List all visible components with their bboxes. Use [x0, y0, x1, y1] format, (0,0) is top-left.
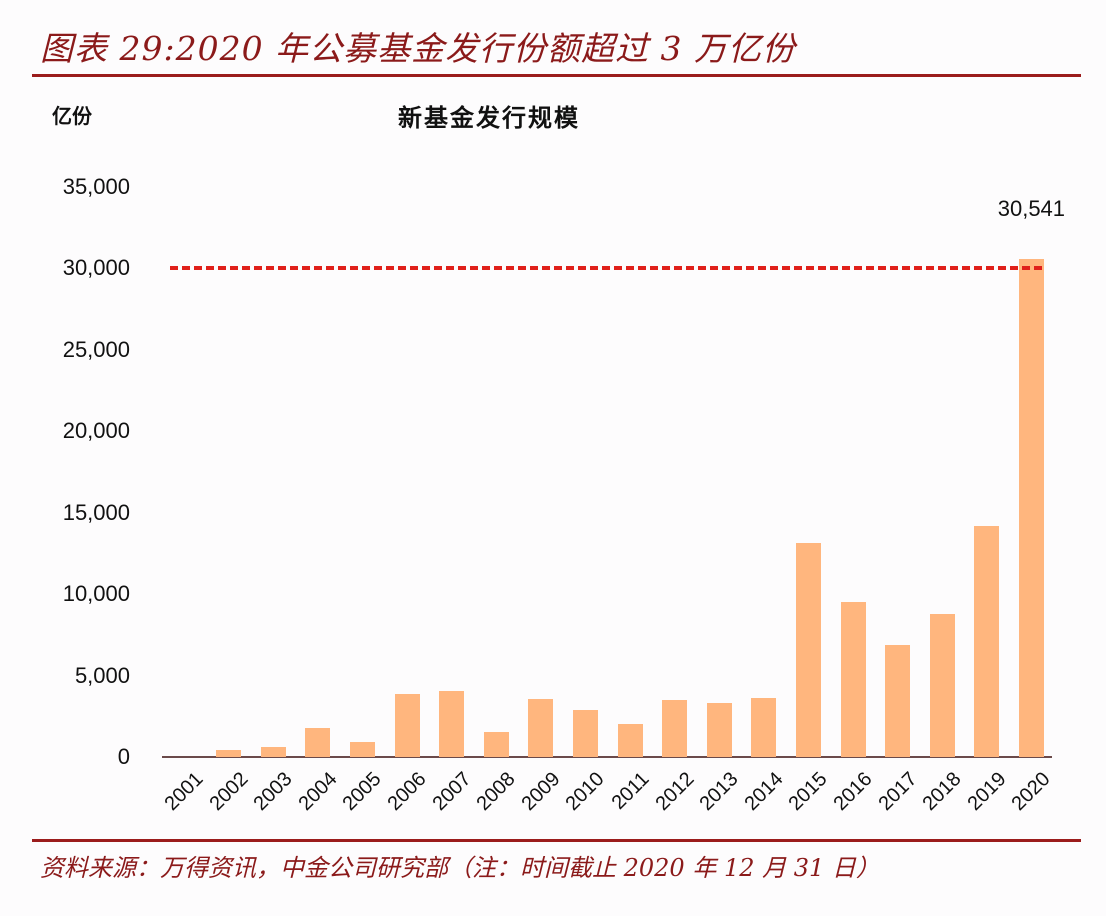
bar-2007 [439, 690, 465, 757]
x-tick-label: 2003 [249, 768, 297, 816]
bar-2009 [528, 698, 554, 757]
x-axis-line [162, 756, 1052, 758]
y-tick-label: 5,000 [74, 662, 130, 688]
threshold-line [170, 266, 1042, 270]
x-tick-label: 2010 [561, 768, 609, 816]
x-tick-label: 2004 [294, 768, 342, 816]
x-tick-label: 2012 [651, 768, 699, 816]
source-note: 资料来源：万得资讯，中金公司研究部（注：时间截止 2020 年 12 月 31 … [40, 854, 880, 882]
bar-2020 [1018, 259, 1044, 757]
y-tick-label: 15,000 [62, 499, 130, 525]
y-tick-label: 30,000 [62, 255, 130, 280]
x-tick-label: 2018 [918, 768, 966, 816]
bar-2003 [260, 747, 286, 757]
chart-title: 新基金发行规模 [398, 105, 580, 132]
x-tick-label: 2014 [740, 768, 788, 816]
y-tick-label: 0 [117, 744, 130, 769]
x-tick-label: 2013 [695, 768, 743, 816]
bar-2017 [885, 645, 911, 757]
figure-title: 图表 29:2020 年公募基金发行份额超过 3 万亿份 [40, 29, 797, 68]
y-tick-label: 35,000 [62, 173, 130, 199]
x-tick-label: 2009 [517, 768, 565, 816]
bar-2012 [662, 699, 688, 757]
bar-2018 [929, 613, 955, 757]
x-tick-label: 2007 [428, 768, 476, 816]
y-tick-label: 20,000 [62, 418, 130, 443]
x-tick-label: 2002 [205, 768, 253, 816]
bar-2004 [305, 728, 331, 757]
x-tick-label: 2016 [829, 768, 877, 816]
x-tick-label: 2011 [607, 768, 654, 814]
bar-2010 [572, 710, 598, 757]
bar-2005 [349, 741, 375, 757]
bar-2014 [751, 698, 777, 757]
x-tick-label: 2015 [784, 768, 832, 816]
source-divider [32, 839, 1081, 842]
bar-2016 [840, 602, 866, 757]
bar-2015 [795, 543, 821, 757]
x-tick-label: 2017 [874, 768, 922, 816]
x-tick-label: 2001 [160, 768, 208, 816]
bar-2008 [483, 732, 509, 757]
title-divider [32, 74, 1081, 77]
bar-2013 [706, 702, 732, 757]
x-tick-label: 2020 [1007, 768, 1055, 816]
x-tick-label: 2019 [963, 768, 1011, 816]
y-tick-label: 10,000 [62, 581, 130, 606]
y-tick-label: 25,000 [62, 336, 130, 362]
data-label-2020: 30,541 [997, 196, 1066, 221]
bar-2019 [974, 525, 1000, 757]
x-tick-label: 2006 [383, 768, 431, 816]
x-tick-label: 2008 [472, 768, 520, 816]
bar-2006 [394, 693, 420, 757]
bar-2011 [617, 724, 643, 757]
x-tick-label: 2005 [338, 768, 386, 816]
bar-2002 [216, 750, 242, 757]
y-axis-unit-label: 亿份 [52, 106, 92, 128]
